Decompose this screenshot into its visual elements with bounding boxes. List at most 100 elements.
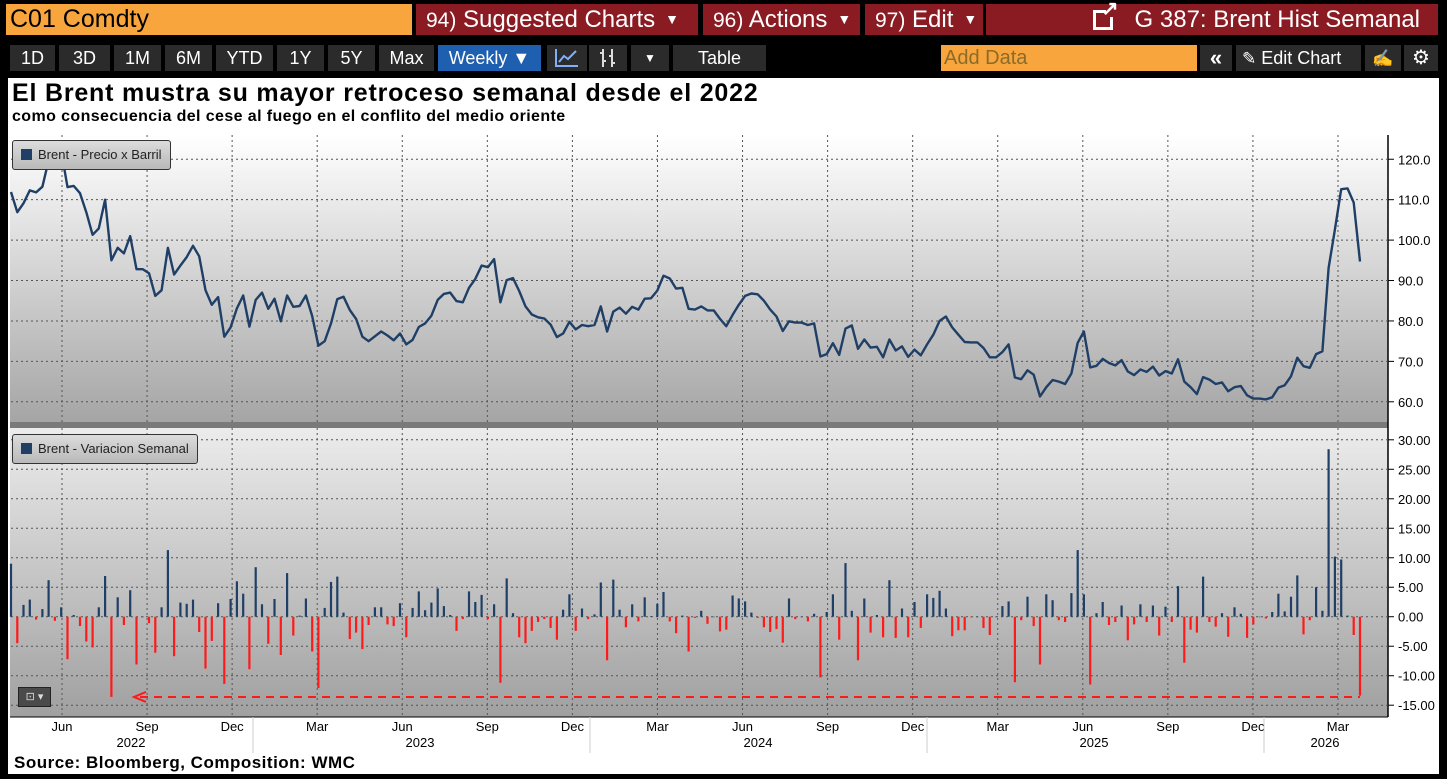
y-tick-label: -15.00 (1398, 698, 1435, 713)
variation-bar (72, 615, 75, 617)
x-month-label: Jun (392, 719, 413, 734)
ticker-field[interactable]: C01 Comdty (6, 4, 412, 35)
y-tick-label: 5.00 (1398, 580, 1423, 595)
y-tick-label: 110.0 (1398, 193, 1430, 208)
variation-bar (624, 616, 627, 628)
variation-bar (662, 592, 665, 617)
y-tick-label: 10.00 (1398, 551, 1431, 566)
variation-bar (744, 601, 747, 617)
legend-variation-label: Brent - Variacion Semanal (38, 441, 189, 456)
variation-bar (405, 616, 408, 638)
variation-bar (1202, 576, 1205, 617)
range-max-button[interactable]: Max (379, 45, 434, 71)
legend-swatch (21, 149, 32, 160)
variation-bar (1352, 616, 1355, 635)
variation-bar (988, 616, 991, 635)
menu-label: Suggested Charts (463, 6, 656, 33)
chevron-down-icon: ▼ (963, 11, 978, 27)
variation-bar (618, 609, 621, 617)
variation-bar (1277, 593, 1280, 617)
variation-bar (562, 609, 565, 617)
variation-bar (91, 616, 94, 648)
variation-bar (480, 594, 483, 617)
x-month-label: Mar (306, 719, 329, 734)
reference-arrow (131, 691, 147, 703)
variation-bar (656, 603, 659, 617)
table-button[interactable]: Table (673, 45, 766, 71)
legend-variation[interactable]: Brent - Variacion Semanal (12, 434, 198, 464)
variation-bar (580, 608, 584, 617)
variation-bar (110, 616, 113, 697)
variation-bar (392, 616, 395, 627)
collapse-button[interactable]: « (1200, 45, 1232, 71)
variation-bar (995, 616, 998, 618)
variation-bar (568, 594, 571, 617)
variation-bar (844, 563, 847, 617)
x-month-label: Mar (646, 719, 669, 734)
variation-bar (944, 608, 947, 617)
range-1d-button[interactable]: 1D (10, 45, 55, 71)
range-1y-button[interactable]: 1Y (277, 45, 324, 71)
price-panel (10, 135, 1388, 422)
edit-chart-button[interactable]: ✎ Edit Chart (1236, 45, 1361, 71)
settings-button[interactable]: ⚙ (1404, 45, 1438, 71)
mini-chart-button[interactable]: ⊡ ▾ (18, 687, 51, 707)
variation-bar (122, 616, 125, 625)
panel-divider[interactable] (10, 422, 1388, 428)
variation-bar (53, 616, 56, 621)
variation-bar (116, 597, 119, 617)
variation-bar (154, 616, 157, 653)
variation-bar (926, 594, 929, 617)
candlestick-button[interactable] (589, 45, 627, 71)
range-6m-button[interactable]: 6M (165, 45, 212, 71)
variation-bar (455, 616, 458, 631)
variation-bar (1020, 616, 1023, 621)
variation-bar (838, 616, 841, 640)
variation-bar (606, 616, 609, 661)
line-chart-icon (555, 49, 578, 67)
suggested-charts-menu[interactable]: 94) Suggested Charts ▼ (416, 4, 698, 35)
y-tick-label: 15.00 (1398, 521, 1431, 536)
x-year-label: 2022 (117, 735, 146, 750)
variation-bar (1126, 616, 1129, 641)
annotate-button[interactable]: ✍ (1365, 45, 1401, 71)
add-data-input[interactable]: Add Data (941, 45, 1197, 71)
actions-menu[interactable]: 96) Actions ▼ (703, 4, 860, 35)
variation-bar (1189, 616, 1192, 630)
range-1m-button[interactable]: 1M (114, 45, 161, 71)
variation-bar (1089, 616, 1092, 685)
variation-bar (756, 616, 759, 618)
range-5y-button[interactable]: 5Y (328, 45, 375, 71)
frequency-dropdown[interactable]: Weekly ▼ (438, 45, 541, 71)
y-tick-label: 60.0 (1398, 395, 1423, 410)
variation-bar (1176, 586, 1180, 617)
variation-bar (1070, 593, 1073, 617)
edit-menu[interactable]: 97) Edit ▼ (865, 4, 983, 35)
range-3d-button[interactable]: 3D (59, 45, 110, 71)
variation-bar (78, 616, 82, 627)
menu-label: Edit (912, 6, 954, 33)
line-chart-button[interactable] (547, 45, 587, 71)
variation-bar (1145, 616, 1148, 622)
variation-bar (461, 616, 464, 620)
variation-bar (1333, 556, 1336, 617)
variation-bar (60, 607, 63, 617)
variation-bar (166, 550, 169, 617)
variation-bar (856, 616, 860, 661)
variation-bar (1007, 601, 1010, 617)
variation-bar (179, 602, 182, 617)
chart-title-bar[interactable]: G 387: Brent Hist Semanal (986, 0, 1438, 35)
variation-bar (574, 616, 577, 631)
variation-bar (47, 580, 50, 617)
variation-bar (976, 616, 979, 618)
variation-bar (1151, 605, 1154, 617)
legend-price[interactable]: Brent - Precio x Barril (12, 140, 171, 170)
variation-bar (198, 616, 201, 632)
variation-bar (499, 616, 502, 683)
range-ytd-button[interactable]: YTD (216, 45, 273, 71)
variation-bar (1214, 616, 1217, 627)
x-month-label: Jun (52, 719, 73, 734)
external-link-icon[interactable] (1092, 0, 1119, 30)
chart-type-dropdown[interactable]: ▼ (631, 45, 669, 71)
variation-bar (731, 595, 734, 617)
